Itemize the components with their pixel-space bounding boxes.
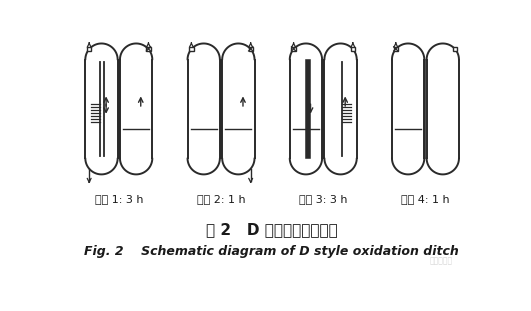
Bar [147,47,151,51]
Bar [393,47,398,51]
Bar [249,47,253,51]
Text: 环保工程师: 环保工程师 [430,256,453,265]
Bar [351,47,355,51]
Bar [453,47,457,51]
Bar [189,47,193,51]
Text: 阶段 4: 1 h: 阶段 4: 1 h [401,194,450,204]
Text: 图 2   D 型氧化沟工作示意: 图 2 D 型氧化沟工作示意 [206,222,338,237]
Text: 阶段 2: 1 h: 阶段 2: 1 h [196,194,245,204]
Text: 阶段 1: 3 h: 阶段 1: 3 h [95,194,143,204]
Bar [87,47,91,51]
Text: 阶段 3: 3 h: 阶段 3: 3 h [299,194,347,204]
Bar [292,47,296,51]
Text: Fig. 2    Schematic diagram of D style oxidation ditch: Fig. 2 Schematic diagram of D style oxid… [84,245,459,258]
